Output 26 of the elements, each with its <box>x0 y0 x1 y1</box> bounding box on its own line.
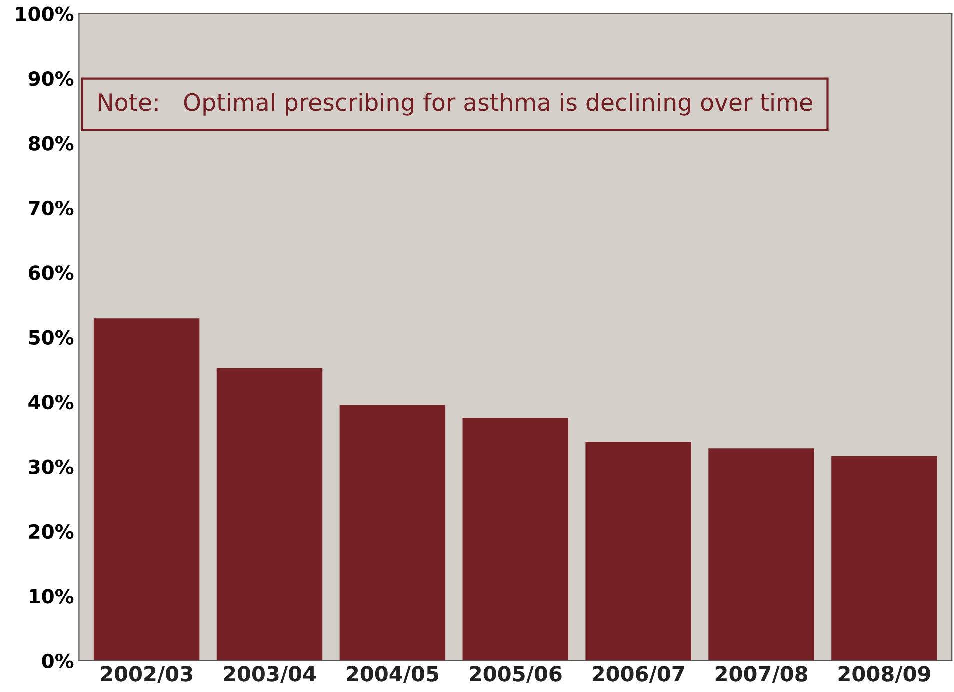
y-tick-label: 70% <box>29 200 74 216</box>
x-tick-label: 2008/09 <box>838 666 930 684</box>
y-tick-label: 50% <box>29 330 74 346</box>
x-tick-label: 2003/04 <box>224 666 316 684</box>
bar <box>586 442 692 661</box>
bar <box>216 368 323 661</box>
x-tick-label: 2006/07 <box>592 666 684 684</box>
y-tick-label: 10% <box>30 589 74 604</box>
x-tick-label: 2005/06 <box>470 666 562 684</box>
y-tick-label: 0% <box>42 654 74 669</box>
bar <box>832 456 938 661</box>
y-tick-label: 80% <box>28 136 74 151</box>
bar <box>340 405 446 661</box>
bar <box>462 418 569 661</box>
x-tick-label: 2004/05 <box>347 666 439 684</box>
bar <box>708 448 814 661</box>
y-tick-label: 90% <box>28 72 74 86</box>
x-tick-label: 2002/03 <box>101 666 192 684</box>
annotation: Note: Optimal prescribing for asthma is declining over time <box>98 92 812 116</box>
bar <box>94 318 200 661</box>
y-tick-label: 30% <box>29 460 74 474</box>
y-tick-label: 60% <box>28 266 74 280</box>
y-tick-label: 20% <box>29 524 74 540</box>
x-tick-label: 2007/08 <box>716 666 808 684</box>
y-tick-label: 40% <box>28 395 74 410</box>
y-tick-label: 100% <box>16 6 74 22</box>
